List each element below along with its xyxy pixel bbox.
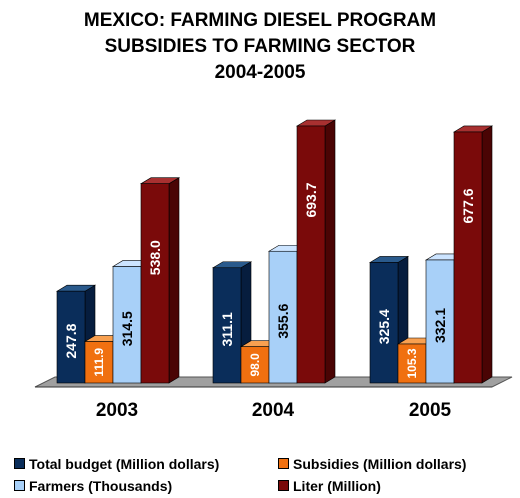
bar-side-face bbox=[324, 119, 336, 384]
x-tick-label: 2005 bbox=[409, 400, 452, 421]
bar bbox=[112, 266, 142, 384]
bar bbox=[369, 262, 399, 384]
data-label: 355.6 bbox=[275, 303, 291, 338]
data-label: 111.9 bbox=[92, 348, 106, 377]
chart-title-line-2: SUBSIDIES TO FARMING SECTOR bbox=[104, 36, 416, 57]
data-label: 311.1 bbox=[219, 312, 235, 346]
bar-side-face bbox=[481, 125, 493, 384]
bar bbox=[397, 343, 427, 384]
data-label: 677.6 bbox=[460, 188, 476, 223]
bar bbox=[212, 267, 242, 384]
legend-swatch bbox=[278, 480, 289, 491]
bar bbox=[56, 290, 86, 384]
bar bbox=[240, 346, 270, 384]
x-tick-label: 2004 bbox=[252, 400, 295, 421]
bar bbox=[296, 125, 326, 384]
legend-label: Farmers (Thousands) bbox=[29, 478, 173, 494]
data-label: 314.5 bbox=[119, 311, 135, 346]
data-label: 332.1 bbox=[432, 308, 448, 343]
chart-title-line-1: MEXICO: FARMING DIESEL PROGRAM bbox=[83, 10, 437, 31]
legend-swatch bbox=[278, 458, 289, 469]
legend-label: Subsidies (Million dollars) bbox=[293, 456, 467, 472]
bar-side-face bbox=[168, 177, 180, 384]
chart-title-line-3: 2004-2005 bbox=[214, 62, 306, 83]
bar bbox=[425, 259, 455, 384]
legend-label: Liter (Million) bbox=[293, 478, 381, 494]
legend-label: Total budget (Million dollars) bbox=[29, 456, 220, 472]
legend-item-liter: Liter (Million) bbox=[278, 478, 381, 494]
x-tick-label: 2003 bbox=[96, 400, 138, 421]
legend-item-total-budget: Total budget (Million dollars) bbox=[14, 456, 219, 472]
data-label: 693.7 bbox=[303, 182, 319, 217]
legend-swatch bbox=[14, 480, 25, 491]
legend-swatch bbox=[14, 458, 25, 469]
bar bbox=[84, 341, 114, 384]
data-label: 325.4 bbox=[376, 309, 392, 344]
bar bbox=[140, 183, 170, 384]
legend-item-farmers: Farmers (Thousands) bbox=[14, 478, 172, 494]
bar bbox=[453, 131, 483, 384]
data-label: 105.3 bbox=[405, 348, 419, 378]
bar-plot: 247.8 111.9 314.5 538.0 2003 311.1 98.0 355.6 69… bbox=[34, 119, 513, 421]
data-label: 538.0 bbox=[147, 240, 163, 275]
data-label: 247.8 bbox=[63, 323, 79, 358]
bar bbox=[268, 250, 298, 384]
legend-item-subsidies: Subsidies (Million dollars) bbox=[278, 456, 466, 472]
data-label: 98.0 bbox=[248, 353, 262, 377]
